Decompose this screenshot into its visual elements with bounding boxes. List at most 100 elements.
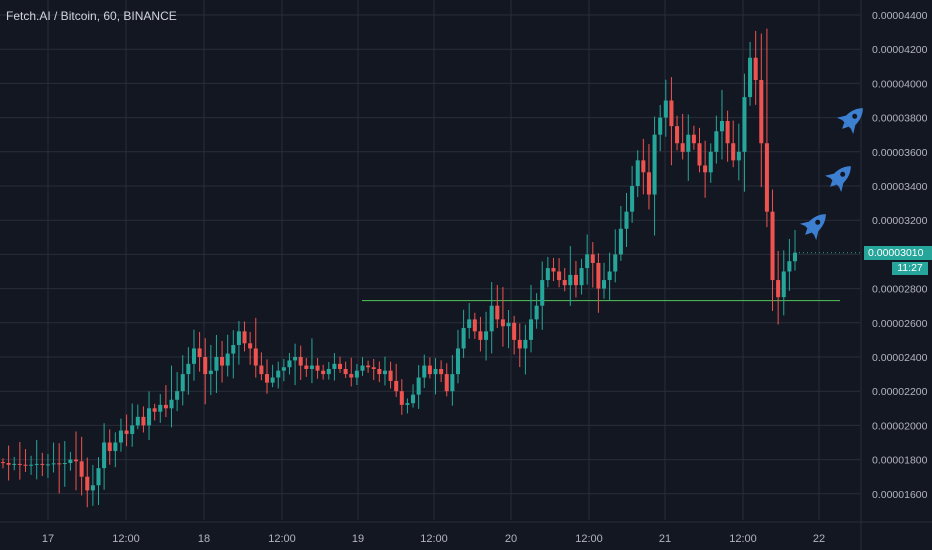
candle[interactable] <box>427 365 432 375</box>
candle[interactable] <box>719 121 725 132</box>
candle[interactable] <box>304 365 309 369</box>
candle[interactable] <box>748 57 753 98</box>
candle[interactable] <box>231 345 236 354</box>
candle[interactable] <box>45 464 50 466</box>
candle[interactable] <box>759 79 764 144</box>
candle[interactable] <box>371 367 376 369</box>
candle[interactable] <box>792 252 798 262</box>
candle[interactable] <box>461 327 466 349</box>
candle[interactable] <box>568 274 573 286</box>
candle[interactable] <box>23 464 28 466</box>
candle[interactable] <box>573 274 578 286</box>
candle[interactable] <box>680 143 685 152</box>
candle[interactable] <box>388 370 393 381</box>
candle[interactable] <box>725 121 730 144</box>
candle[interactable] <box>34 463 39 465</box>
candle[interactable] <box>416 377 421 395</box>
candle[interactable] <box>439 368 444 375</box>
candle[interactable] <box>214 357 219 371</box>
candle[interactable] <box>613 254 618 272</box>
candle[interactable] <box>764 143 769 212</box>
candle[interactable] <box>264 374 270 383</box>
candle[interactable] <box>557 271 562 281</box>
candle[interactable] <box>663 100 668 118</box>
candle[interactable] <box>787 261 792 272</box>
candle[interactable] <box>360 365 365 371</box>
candle[interactable] <box>422 365 427 378</box>
candle[interactable] <box>686 134 691 152</box>
candle[interactable] <box>405 403 410 405</box>
candle[interactable] <box>444 374 449 392</box>
candle[interactable] <box>703 165 708 173</box>
candle[interactable] <box>124 430 129 434</box>
candle[interactable] <box>354 370 359 378</box>
candle[interactable] <box>394 380 399 392</box>
candle[interactable] <box>73 459 79 462</box>
candle[interactable] <box>321 370 326 375</box>
candle[interactable] <box>0 462 6 464</box>
candle[interactable] <box>175 391 180 400</box>
candle[interactable] <box>551 268 556 272</box>
candle[interactable] <box>62 463 67 465</box>
candle[interactable] <box>191 348 197 364</box>
candle[interactable] <box>478 331 483 340</box>
candle[interactable] <box>489 305 494 332</box>
candle[interactable] <box>658 117 663 135</box>
candle[interactable] <box>601 280 607 289</box>
candle[interactable] <box>298 357 303 366</box>
candle[interactable] <box>158 404 163 412</box>
candle[interactable] <box>57 463 62 465</box>
candle[interactable] <box>248 343 253 349</box>
candle[interactable] <box>40 463 45 465</box>
candle[interactable] <box>90 485 95 491</box>
candle[interactable] <box>107 442 112 452</box>
candle[interactable] <box>669 100 674 127</box>
candle[interactable] <box>585 254 590 269</box>
candle[interactable] <box>534 305 539 320</box>
candle[interactable] <box>225 353 230 366</box>
candle[interactable] <box>500 319 505 327</box>
candle[interactable] <box>366 365 371 368</box>
candle[interactable] <box>309 365 314 369</box>
candle[interactable] <box>293 357 298 361</box>
candle[interactable] <box>691 134 696 144</box>
candle[interactable] <box>714 131 719 152</box>
candle[interactable] <box>697 143 702 166</box>
candle[interactable] <box>236 331 241 346</box>
candle[interactable] <box>51 463 56 465</box>
candle[interactable] <box>742 97 747 152</box>
candle[interactable] <box>259 365 264 375</box>
candle[interactable] <box>618 228 623 255</box>
candle[interactable] <box>220 357 225 366</box>
candle[interactable] <box>147 408 152 426</box>
candle[interactable] <box>6 463 11 465</box>
candle[interactable] <box>596 262 601 289</box>
candle[interactable] <box>118 430 123 443</box>
candle[interactable] <box>455 348 461 375</box>
candle[interactable] <box>337 363 343 369</box>
candle[interactable] <box>635 160 640 186</box>
candle[interactable] <box>411 394 416 404</box>
candle[interactable] <box>495 305 500 320</box>
candle[interactable] <box>472 319 477 332</box>
candle[interactable] <box>528 319 534 340</box>
candle[interactable] <box>242 331 247 344</box>
candle[interactable] <box>281 367 286 371</box>
candle[interactable] <box>203 357 208 375</box>
candle[interactable] <box>152 408 157 412</box>
candle[interactable] <box>607 271 612 281</box>
candle[interactable] <box>484 331 489 340</box>
candle[interactable] <box>79 461 84 477</box>
candle[interactable] <box>675 126 680 144</box>
candle[interactable] <box>433 368 438 375</box>
candle[interactable] <box>180 374 185 392</box>
candle[interactable] <box>512 322 517 340</box>
candle[interactable] <box>315 365 320 371</box>
candle[interactable] <box>85 476 90 491</box>
candle[interactable] <box>169 399 174 409</box>
candle[interactable] <box>141 416 146 426</box>
candle[interactable] <box>770 211 775 281</box>
candle[interactable] <box>186 363 191 375</box>
candle[interactable] <box>630 186 635 212</box>
